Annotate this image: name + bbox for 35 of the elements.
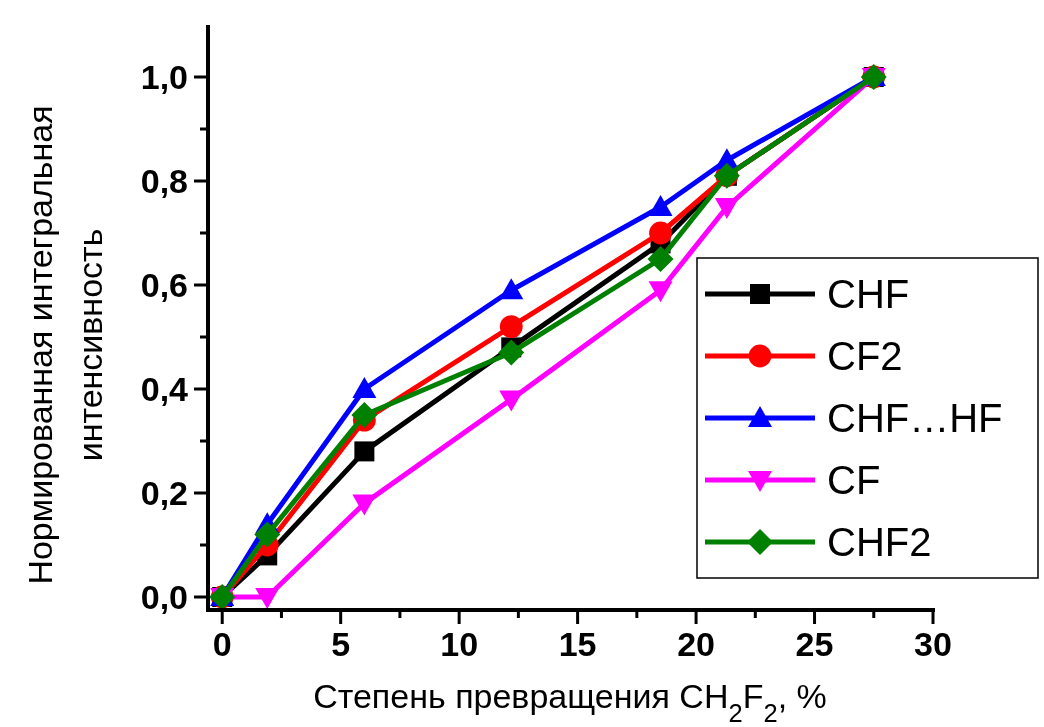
point: [499, 315, 523, 338]
point: [254, 521, 281, 548]
y-tick-label: 0,2: [140, 474, 188, 512]
x-tick-label: 10: [440, 625, 479, 663]
point: [499, 390, 524, 412]
x-tick-label: 5: [331, 625, 351, 663]
y-tick-label: 0,4: [140, 370, 189, 408]
x-tick-label: 20: [677, 625, 715, 663]
y-axis-title: Нормированная интегральная интенсивность: [21, 105, 109, 585]
point: [647, 246, 674, 272]
point: [649, 221, 672, 245]
point: [498, 339, 525, 366]
point: [255, 588, 280, 609]
y-tick-label: 0,0: [140, 578, 188, 616]
x-tick-label: 25: [795, 625, 834, 663]
point: [352, 377, 377, 398]
y-tick-label: 0,6: [140, 266, 188, 304]
y-tick-label: 0,8: [140, 162, 188, 200]
point: [648, 281, 673, 303]
y-tick-label: 1,0: [140, 58, 188, 96]
legend-label: CF2: [827, 334, 903, 378]
x-axis-title: Степень превращения CH$_{2}$F$_{2}$, %: [313, 677, 827, 727]
x-tick-label: 30: [914, 625, 952, 663]
point: [351, 402, 378, 428]
legend-label: CHF2: [827, 520, 932, 564]
x-tick-label: 0: [212, 625, 232, 663]
legend-label: CHF: [827, 272, 910, 316]
point: [714, 198, 739, 219]
legend-label: CF: [827, 458, 881, 502]
x-tick-label: 15: [558, 625, 597, 663]
point: [648, 195, 673, 216]
point: [354, 441, 375, 462]
point: [499, 278, 524, 300]
point: [352, 494, 377, 516]
legend-label: CHF…HF: [827, 396, 1003, 440]
